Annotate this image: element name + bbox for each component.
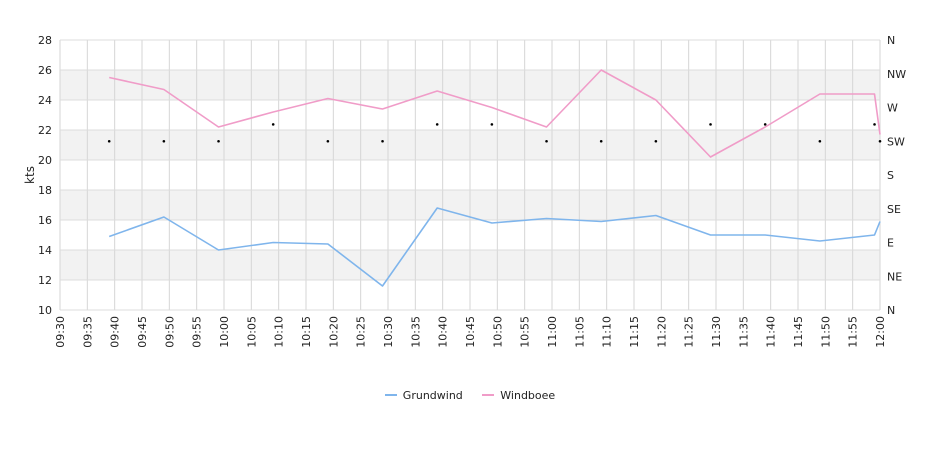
y-tick-label: 20 bbox=[38, 154, 52, 167]
x-tick-label: 11:05 bbox=[573, 316, 586, 348]
direction-point bbox=[381, 139, 384, 143]
x-axis-ticks: 09:30 09:35 09:40 09:45 09:50 09:55 10:00 10:05… bbox=[54, 316, 887, 348]
x-tick-label: 10:40 bbox=[437, 316, 450, 348]
direction-point bbox=[435, 123, 439, 126]
y-tick-label: 28 bbox=[38, 34, 52, 47]
direction-point bbox=[763, 123, 767, 126]
x-tick-label: 09:45 bbox=[136, 316, 149, 348]
y-tick-label: 12 bbox=[38, 274, 52, 287]
x-tick-label: 11:45 bbox=[792, 316, 805, 348]
legend: Grundwind Windboee bbox=[0, 386, 940, 402]
x-tick-label: 11:15 bbox=[628, 316, 641, 348]
x-tick-label: 11:00 bbox=[546, 316, 559, 348]
y-tick-label: 16 bbox=[38, 214, 52, 227]
direction-point bbox=[107, 139, 111, 143]
left-axis-ticks: 10 12 14 16 18 20 22 24 26 28 bbox=[38, 34, 52, 317]
y-tick-label: 18 bbox=[38, 184, 52, 197]
right-tick-label: SW bbox=[887, 135, 905, 148]
direction-point bbox=[545, 139, 548, 143]
x-tick-label: 11:25 bbox=[683, 316, 696, 348]
x-tick-label: 09:50 bbox=[163, 316, 176, 348]
x-tick-label: 11:10 bbox=[601, 316, 614, 348]
direction-point bbox=[709, 123, 712, 126]
x-tick-label: 11:40 bbox=[765, 316, 778, 348]
vertical-grid bbox=[59, 40, 881, 310]
right-tick-label: W bbox=[887, 102, 898, 115]
right-tick-label: NE bbox=[887, 270, 902, 283]
series-lines bbox=[108, 69, 881, 287]
legend-label-windboee: Windboee bbox=[500, 388, 556, 402]
y-tick-label: 22 bbox=[38, 124, 52, 137]
x-tick-label: 10:55 bbox=[519, 316, 532, 348]
x-tick-label: 10:25 bbox=[355, 316, 368, 348]
x-tick-label: 09:40 bbox=[109, 316, 122, 348]
x-tick-label: 10:05 bbox=[245, 316, 258, 348]
legend-label-grundwind: Grundwind bbox=[402, 388, 463, 402]
direction-point bbox=[599, 139, 603, 143]
direction-point bbox=[818, 139, 822, 143]
x-tick-label: 10:00 bbox=[218, 316, 231, 348]
y-tick-label: 14 bbox=[38, 244, 52, 257]
x-tick-label: 10:30 bbox=[382, 316, 395, 348]
legend-swatch-windboee bbox=[482, 394, 495, 396]
right-tick-label: E bbox=[887, 237, 894, 250]
x-tick-label: 12:00 bbox=[874, 316, 887, 348]
x-tick-label: 11:20 bbox=[655, 316, 668, 348]
x-tick-label: 09:55 bbox=[191, 316, 204, 348]
right-tick-label: N bbox=[887, 34, 895, 47]
direction-point bbox=[217, 139, 220, 143]
direction-point bbox=[326, 139, 330, 143]
direction-markers bbox=[107, 123, 882, 143]
x-tick-label: 09:30 bbox=[54, 316, 67, 348]
right-tick-label: SE bbox=[887, 203, 901, 216]
legend-swatch-grundwind bbox=[384, 394, 397, 396]
y-tick-label: 10 bbox=[38, 304, 52, 317]
x-tick-label: 11:30 bbox=[710, 316, 723, 348]
y-tick-label: 26 bbox=[38, 64, 52, 77]
direction-point bbox=[162, 139, 166, 143]
x-tick-label: 10:10 bbox=[273, 316, 286, 348]
x-tick-label: 10:45 bbox=[464, 316, 477, 348]
direction-point bbox=[271, 123, 275, 126]
legend-item-grundwind[interactable]: Grundwind bbox=[384, 388, 463, 402]
right-tick-label: NW bbox=[887, 68, 906, 81]
series-line-windboee bbox=[109, 69, 881, 158]
x-tick-label: 10:50 bbox=[491, 316, 504, 348]
x-tick-label: 11:50 bbox=[819, 316, 832, 348]
y-tick-label: 24 bbox=[38, 94, 52, 107]
x-tick-label: 09:35 bbox=[81, 316, 94, 348]
x-tick-label: 10:15 bbox=[300, 316, 313, 348]
direction-point bbox=[878, 139, 882, 143]
direction-point bbox=[654, 139, 658, 143]
right-tick-label: N bbox=[887, 304, 895, 317]
y-axis-label: kts bbox=[23, 166, 37, 184]
direction-point bbox=[873, 123, 876, 126]
direction-point bbox=[490, 123, 494, 126]
x-tick-label: 11:55 bbox=[847, 316, 860, 348]
horizontal-grid bbox=[60, 39, 880, 311]
right-tick-label: S bbox=[887, 169, 894, 182]
x-tick-label: 10:35 bbox=[409, 316, 422, 348]
legend-item-windboee[interactable]: Windboee bbox=[482, 389, 555, 402]
right-axis-ticks: N NE E SE S SW W NW N bbox=[887, 34, 906, 317]
x-tick-label: 10:20 bbox=[327, 316, 340, 348]
x-tick-label: 11:35 bbox=[737, 316, 750, 348]
series-line-grundwind bbox=[108, 207, 881, 287]
